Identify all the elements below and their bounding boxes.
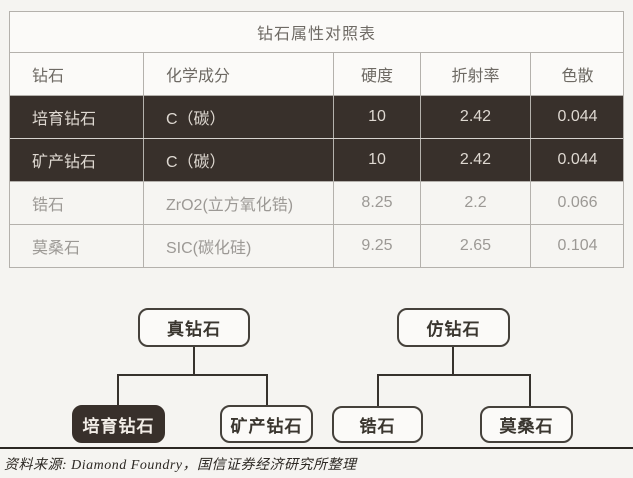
cell-name: 培育钻石 <box>32 111 97 128</box>
column-header-refractive-index: 折射率 <box>420 53 530 95</box>
cell-dispersion: 0.066 <box>530 182 624 224</box>
cell-dispersion: 0.104 <box>530 225 624 267</box>
cell-dispersion: 0.044 <box>530 96 624 138</box>
diamond-property-table: 钻石属性对照表 钻石 化学成分 硬度 折射率 色散 培育钻石 C（碳） 10 2… <box>9 11 624 268</box>
column-header-dispersion: 色散 <box>530 53 624 95</box>
footer-divider <box>0 447 633 449</box>
node-lab-grown-diamond: 培育钻石 <box>72 405 165 443</box>
table-row-zircon: 锆石 ZrO2(立方氧化锆) 8.25 2.2 0.066 <box>10 181 623 224</box>
connector-line <box>266 374 268 405</box>
column-header-composition: 化学成分 <box>143 53 333 95</box>
column-header-diamond: 钻石 <box>32 68 65 85</box>
cell-refractive-index: 2.65 <box>420 225 530 267</box>
connector-line <box>377 374 531 376</box>
cell-composition: C（碳） <box>143 96 333 138</box>
column-header-hardness: 硬度 <box>333 53 420 95</box>
table-row-moissanite: 莫桑石 SIC(碳化硅) 9.25 2.65 0.104 <box>10 224 623 267</box>
connector-line <box>529 374 531 406</box>
connector-line <box>452 347 454 376</box>
cell-composition: ZrO2(立方氧化锆) <box>143 182 333 224</box>
table-header-row: 钻石 化学成分 硬度 折射率 色散 <box>10 52 623 95</box>
cell-name: 锆石 <box>32 197 65 214</box>
node-moissanite: 莫桑石 <box>480 406 573 443</box>
connector-line <box>377 374 379 406</box>
table-title: 钻石属性对照表 <box>10 12 623 52</box>
cell-refractive-index: 2.42 <box>420 139 530 181</box>
cell-dispersion: 0.044 <box>530 139 624 181</box>
cell-hardness: 10 <box>333 96 420 138</box>
cell-hardness: 9.25 <box>333 225 420 267</box>
table-row-lab-grown-diamond: 培育钻石 C（碳） 10 2.42 0.044 <box>10 95 623 138</box>
node-real-diamond: 真钻石 <box>138 308 250 347</box>
cell-refractive-index: 2.42 <box>420 96 530 138</box>
node-mined-diamond: 矿产钻石 <box>220 405 313 443</box>
source-note: 资料来源: Diamond Foundry，国信证券经济研究所整理 <box>4 458 357 473</box>
cell-refractive-index: 2.2 <box>420 182 530 224</box>
connector-line <box>117 374 268 376</box>
connector-line <box>117 374 119 405</box>
node-imitation-diamond: 仿钻石 <box>397 308 510 347</box>
cell-composition: C（碳） <box>143 139 333 181</box>
cell-composition: SIC(碳化硅) <box>143 225 333 267</box>
table-row-mined-diamond: 矿产钻石 C（碳） 10 2.42 0.044 <box>10 138 623 181</box>
cell-hardness: 10 <box>333 139 420 181</box>
cell-name: 莫桑石 <box>32 240 81 257</box>
cell-hardness: 8.25 <box>333 182 420 224</box>
node-zircon: 锆石 <box>332 406 423 443</box>
connector-line <box>193 347 195 376</box>
cell-name: 矿产钻石 <box>32 154 97 171</box>
